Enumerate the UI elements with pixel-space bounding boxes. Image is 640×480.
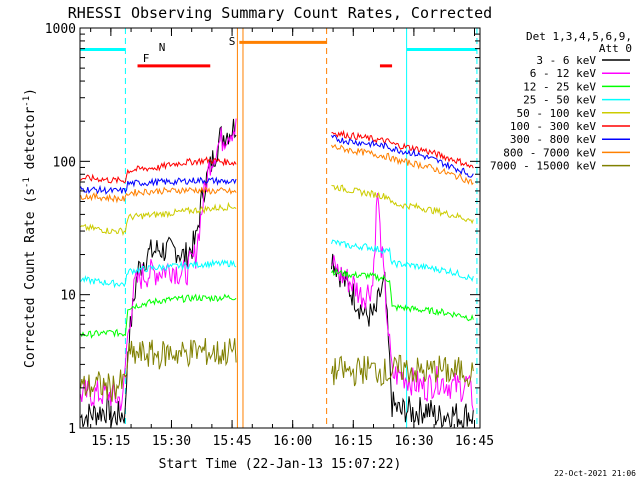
annotations: NF S bbox=[143, 35, 236, 65]
legend-entry-label: 300 - 800 keV bbox=[510, 133, 596, 146]
x-tick-label: 15:30 bbox=[152, 434, 191, 449]
legend-header-detectors: Det 1,3,4,5,6,9, bbox=[526, 30, 632, 43]
y-tick-label: 100 bbox=[53, 155, 76, 170]
x-tick-label: 16:00 bbox=[273, 434, 312, 449]
y-tick-label: 1000 bbox=[45, 22, 76, 37]
legend-entry-label: 25 - 50 keV bbox=[523, 94, 596, 107]
x-axis-label: Start Time (22-Jan-13 15:07:22) bbox=[159, 457, 402, 472]
chart-title: RHESSI Observing Summary Count Rates, Co… bbox=[68, 4, 492, 22]
legend-entry-label: 3 - 6 keV bbox=[536, 54, 596, 67]
y-axis: 1 10 100 1000 bbox=[45, 22, 480, 437]
x-axis: 15:15 15:30 15:45 16:00 16:15 16:30 16:45 bbox=[90, 28, 494, 449]
y-tick-label: 10 bbox=[60, 289, 76, 304]
y-axis-label-main: Corrected Count Rate (s bbox=[23, 188, 38, 368]
y-axis-label: Corrected Count Rate (s-1 detector-1) bbox=[22, 88, 38, 368]
annotation-n: N bbox=[159, 41, 166, 54]
legend-header-attenuator: Att 0 bbox=[599, 42, 632, 55]
x-tick-label: 16:45 bbox=[455, 434, 494, 449]
series-line-4 bbox=[80, 184, 474, 237]
legend-entry-label: 7000 - 15000 keV bbox=[490, 160, 596, 173]
legend-entry-label: 6 - 12 keV bbox=[530, 67, 597, 80]
y-axis-label-sup: -1 bbox=[22, 177, 32, 188]
legend-entry-label: 12 - 25 keV bbox=[523, 80, 596, 93]
series-line-6 bbox=[80, 134, 474, 195]
x-tick-label: 15:45 bbox=[213, 434, 252, 449]
series-layer bbox=[80, 118, 474, 428]
plot-frame bbox=[79, 27, 481, 429]
y-tick-label: 1 bbox=[68, 422, 76, 437]
series-line-8 bbox=[80, 338, 474, 402]
legend-entry-label: 800 - 7000 keV bbox=[503, 146, 596, 159]
footer-date: 22-Oct-2021 21:06 bbox=[554, 469, 636, 478]
annotation-s: S bbox=[229, 35, 236, 48]
legend-entry-label: 50 - 100 keV bbox=[517, 107, 597, 120]
series-line-7 bbox=[80, 143, 474, 204]
x-tick-label: 16:30 bbox=[394, 434, 433, 449]
series-line-3 bbox=[80, 239, 474, 289]
annotation-f: F bbox=[143, 52, 150, 65]
x-tick-label: 16:15 bbox=[334, 434, 373, 449]
series-line-2 bbox=[80, 267, 474, 339]
y-axis-label-tail: detector bbox=[23, 107, 38, 178]
y-axis-label-sup2: -1 bbox=[22, 96, 32, 107]
series-line-5 bbox=[80, 129, 474, 185]
legend-entry-label: 100 - 300 keV bbox=[510, 120, 596, 133]
x-tick-label: 15:15 bbox=[91, 434, 130, 449]
y-axis-label-end: ) bbox=[23, 88, 38, 96]
